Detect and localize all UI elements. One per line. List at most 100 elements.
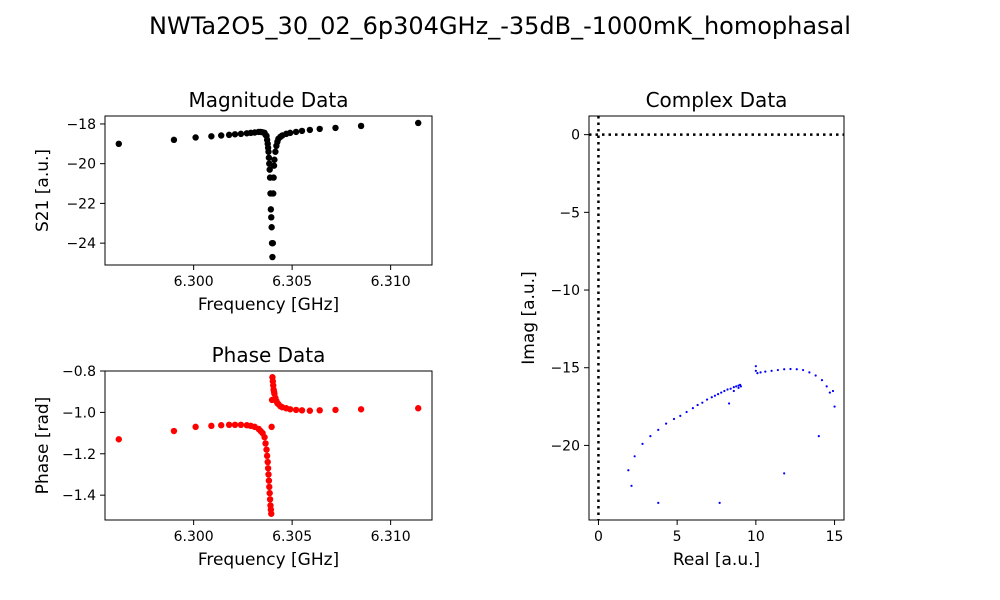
phase-x-tick-label: 6.305 [272, 529, 312, 545]
phase-data-point [332, 406, 339, 414]
magnitude-data-point [286, 129, 294, 137]
magnitude-data-point [269, 239, 277, 247]
complex-x-tick-label: 10 [747, 529, 765, 545]
complex-data-point [825, 385, 828, 388]
complex-data-point [783, 368, 786, 371]
complex-data-point [732, 386, 735, 389]
complex-data-point [665, 422, 668, 425]
complex-data-point [716, 393, 720, 396]
phase-data-point [218, 422, 225, 429]
magnitude-x-axis-label: Frequency [GHz] [198, 295, 339, 315]
magnitude-plot: 6.300 6.305 6.310 −18 −20 −22 −24 Magnitude Dat… [33, 88, 433, 315]
phase-y-tick-label: −1.4 [62, 488, 96, 504]
magnitude-data-point [306, 126, 314, 134]
phase-data-point [415, 405, 422, 412]
magnitude-data-point [265, 154, 273, 161]
complex-data-point [633, 455, 636, 458]
magnitude-data-point [357, 122, 365, 130]
magnitude-axes-frame [104, 115, 433, 266]
complex-data-point [833, 405, 836, 408]
magnitude-data-point [270, 190, 277, 197]
phase-data-point [292, 406, 300, 414]
magnitude-x-tick-label: 6.310 [371, 274, 411, 290]
complex-data-point [727, 402, 731, 405]
complex-data-point [801, 368, 805, 372]
complex-data-point [776, 368, 779, 372]
magnitude-data-point [170, 136, 178, 144]
complex-data-point [723, 389, 726, 393]
phase-data-point [266, 496, 274, 503]
complex-data-point [729, 387, 732, 390]
complex-y-tick-label: 0 [571, 128, 580, 144]
phase-y-tick-label: −1.2 [62, 447, 96, 463]
complex-y-axis-label: Imag [a.u.] [519, 271, 539, 364]
complex-data-point [685, 410, 688, 414]
complex-data-point [735, 385, 738, 388]
phase-y-axis-label: Phase [rad] [33, 397, 53, 495]
phase-y-tick-label: −1.0 [62, 405, 96, 421]
magnitude-data-point [115, 140, 122, 148]
phase-data-point [268, 510, 275, 517]
magnitude-data-point [272, 148, 279, 155]
phase-data-point [263, 452, 271, 460]
complex-y-tick-label: −15 [550, 361, 580, 377]
phase-data-point [170, 427, 178, 435]
magnitude-data-point [332, 124, 339, 132]
complex-data-point [739, 385, 742, 388]
phase-axes-frame [104, 370, 433, 521]
phase-data-point [265, 471, 272, 478]
complex-data-point [657, 501, 660, 505]
complex-data-point [705, 398, 709, 401]
complex-data-point [627, 469, 630, 472]
complex-y-tick-label: −20 [550, 438, 580, 454]
complex-data-point [710, 396, 713, 399]
complex-data-point [820, 379, 824, 382]
magnitude-data-point [265, 148, 272, 155]
phase-data-point [266, 483, 273, 491]
complex-data-point [672, 417, 676, 421]
magnitude-data-point [271, 156, 278, 163]
magnitude-data-point [192, 134, 199, 141]
complex-x-axis-label: Real [a.u.] [673, 550, 760, 570]
phase-x-tick-label: 6.310 [371, 529, 411, 545]
magnitude-x-tick-label: 6.300 [174, 274, 214, 290]
complex-data-point [831, 389, 835, 393]
complex-data-point [630, 484, 633, 487]
complex-data-point [754, 369, 757, 372]
complex-data-point [641, 442, 644, 445]
magnitude-data-point [415, 119, 422, 127]
magnitude-data-point [316, 125, 323, 133]
complex-y-tick-label: −10 [550, 283, 580, 299]
complex-axes-frame [588, 115, 845, 521]
magnitude-data-point [268, 214, 275, 221]
complex-data-point [756, 372, 759, 375]
magnitude-y-tick-label: −18 [66, 117, 96, 133]
magnitude-y-tick-label: −22 [66, 196, 96, 212]
phase-y-tick-label: −0.8 [62, 364, 96, 380]
phase-data-point [286, 406, 294, 413]
complex-title: Complex Data [646, 88, 788, 112]
figure-suptitle: NWTa2O5_30_02_6p304GHz_-35dB_-1000mK_hom… [149, 12, 851, 40]
complex-data-point [817, 434, 820, 438]
complex-data-point [726, 388, 729, 391]
complex-data-point [713, 394, 717, 397]
complex-x-tick-label: 5 [673, 529, 682, 545]
phase-plot: 6.300 6.305 6.310 −0.8 −1.0 −1.2 −1.4 Phase Dat… [33, 343, 433, 570]
complex-data-point [649, 434, 652, 438]
complex-x-tick-label: 0 [594, 529, 603, 545]
complex-data-point [732, 389, 735, 393]
complex-data-point [814, 374, 817, 377]
magnitude-data-point [270, 162, 278, 169]
magnitude-y-tick-label: −20 [66, 157, 96, 173]
complex-y-tick-label: −5 [559, 205, 580, 221]
magnitude-data-point [270, 174, 277, 181]
complex-data-point [770, 369, 773, 372]
phase-data-point [262, 440, 269, 447]
phase-data-point [265, 477, 273, 484]
magnitude-data-point [218, 132, 225, 139]
magnitude-data-point [266, 166, 273, 173]
phase-data-point [261, 434, 268, 441]
complex-data-point [789, 367, 792, 371]
complex-data-point [737, 386, 740, 390]
